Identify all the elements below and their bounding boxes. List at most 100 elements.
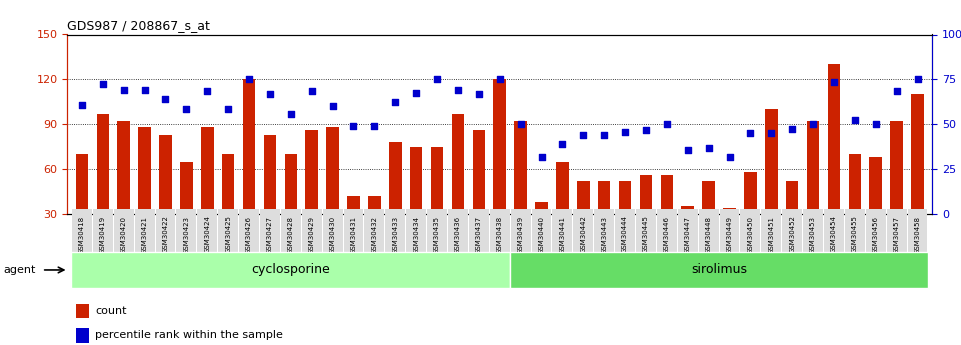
- Text: GSM30425: GSM30425: [225, 216, 232, 254]
- Text: GSM30431: GSM30431: [351, 216, 357, 254]
- Point: [784, 126, 800, 131]
- Point: [680, 147, 696, 152]
- Text: GSM30429: GSM30429: [308, 216, 314, 254]
- Point: [200, 89, 215, 94]
- Text: GSM30435: GSM30435: [434, 216, 440, 254]
- Point: [617, 129, 632, 135]
- Point: [136, 87, 152, 92]
- Text: GSM30418: GSM30418: [79, 216, 85, 254]
- Text: GSM30446: GSM30446: [664, 216, 670, 254]
- Bar: [891, 121, 903, 259]
- Text: GSM30444: GSM30444: [622, 216, 628, 254]
- Point: [241, 77, 257, 82]
- Point: [848, 117, 863, 122]
- Bar: [117, 121, 130, 259]
- Point: [367, 123, 382, 128]
- Text: GSM30449: GSM30449: [727, 216, 732, 254]
- Text: GSM30422: GSM30422: [162, 216, 168, 254]
- Bar: [160, 135, 172, 259]
- Point: [220, 107, 235, 112]
- Text: GSM30428: GSM30428: [287, 216, 294, 254]
- Bar: [431, 147, 443, 259]
- Bar: [619, 181, 631, 259]
- Bar: [849, 154, 861, 259]
- Bar: [180, 161, 192, 259]
- Point: [533, 154, 549, 160]
- Text: GSM30454: GSM30454: [831, 216, 837, 254]
- Point: [722, 154, 737, 160]
- Point: [659, 121, 675, 127]
- Text: GSM30427: GSM30427: [267, 216, 273, 254]
- Point: [283, 111, 299, 117]
- Bar: [514, 121, 527, 259]
- Text: GDS987 / 208867_s_at: GDS987 / 208867_s_at: [67, 19, 210, 32]
- Text: GSM30437: GSM30437: [476, 216, 481, 254]
- Text: sirolimus: sirolimus: [691, 264, 747, 276]
- Bar: [76, 154, 88, 259]
- Bar: [660, 175, 673, 259]
- Point: [325, 104, 340, 109]
- Text: GSM30419: GSM30419: [100, 216, 106, 254]
- FancyBboxPatch shape: [510, 252, 928, 288]
- Bar: [76, 328, 89, 343]
- Bar: [222, 154, 234, 259]
- Bar: [76, 304, 89, 318]
- Point: [868, 121, 883, 127]
- Text: GSM30455: GSM30455: [851, 216, 858, 254]
- Point: [95, 81, 111, 87]
- Bar: [452, 114, 464, 259]
- Text: GSM30447: GSM30447: [685, 216, 691, 254]
- Point: [597, 132, 612, 137]
- Bar: [786, 181, 799, 259]
- Text: GSM30450: GSM30450: [748, 216, 753, 254]
- Bar: [284, 154, 297, 259]
- Bar: [389, 142, 402, 259]
- Bar: [744, 172, 756, 259]
- Point: [576, 132, 591, 137]
- Bar: [556, 161, 569, 259]
- Bar: [96, 114, 109, 259]
- Point: [451, 87, 466, 92]
- Point: [471, 91, 486, 97]
- Point: [638, 127, 653, 133]
- Point: [805, 121, 821, 127]
- Bar: [368, 196, 381, 259]
- Point: [513, 121, 529, 127]
- Bar: [243, 79, 256, 259]
- Bar: [263, 135, 276, 259]
- Text: GSM30430: GSM30430: [330, 216, 335, 254]
- Text: GSM30423: GSM30423: [184, 216, 189, 254]
- Bar: [577, 181, 589, 259]
- Bar: [702, 181, 715, 259]
- Text: count: count: [95, 306, 127, 316]
- FancyBboxPatch shape: [71, 252, 510, 288]
- Point: [179, 107, 194, 112]
- Point: [910, 77, 925, 82]
- Text: GSM30442: GSM30442: [580, 216, 586, 254]
- Text: GSM30439: GSM30439: [518, 216, 524, 254]
- Bar: [327, 127, 339, 259]
- Point: [408, 90, 424, 96]
- Bar: [306, 130, 318, 259]
- Point: [304, 89, 319, 94]
- Bar: [724, 208, 736, 259]
- Point: [262, 91, 278, 97]
- Bar: [640, 175, 653, 259]
- Text: GSM30438: GSM30438: [497, 216, 503, 254]
- Point: [492, 77, 507, 82]
- Text: GSM30434: GSM30434: [413, 216, 419, 254]
- Point: [743, 130, 758, 136]
- Text: GSM30436: GSM30436: [455, 216, 461, 254]
- Point: [889, 89, 904, 94]
- Point: [554, 141, 570, 146]
- Bar: [201, 127, 213, 259]
- Point: [346, 123, 361, 128]
- Text: GSM30453: GSM30453: [810, 216, 816, 254]
- Bar: [870, 157, 882, 259]
- Bar: [473, 130, 485, 259]
- Bar: [911, 94, 924, 259]
- Text: GSM30441: GSM30441: [559, 216, 565, 254]
- Text: GSM30458: GSM30458: [915, 216, 921, 254]
- Text: GSM30457: GSM30457: [894, 216, 899, 254]
- Bar: [410, 147, 423, 259]
